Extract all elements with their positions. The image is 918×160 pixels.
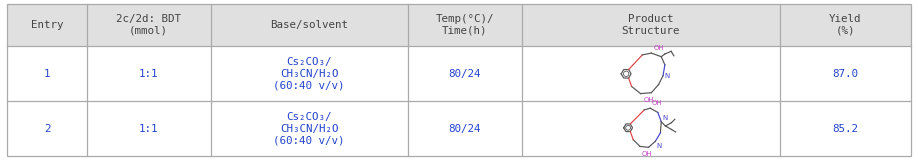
- Text: 1:1: 1:1: [139, 124, 159, 134]
- Text: 85.2: 85.2: [832, 124, 858, 134]
- Text: Entry: Entry: [31, 20, 63, 30]
- Text: 87.0: 87.0: [832, 69, 858, 79]
- Text: OH: OH: [644, 97, 655, 103]
- Text: Temp(°C)/
Time(h): Temp(°C)/ Time(h): [436, 14, 494, 36]
- Text: 1: 1: [44, 69, 50, 79]
- Text: 1:1: 1:1: [139, 69, 159, 79]
- Text: N: N: [656, 143, 662, 149]
- Text: 80/24: 80/24: [449, 69, 481, 79]
- Bar: [7, 101, 911, 156]
- Text: OH: OH: [641, 151, 652, 157]
- Text: N: N: [662, 115, 667, 121]
- Text: OH: OH: [651, 100, 662, 106]
- Text: Product
Structure: Product Structure: [621, 14, 680, 36]
- Text: OH: OH: [654, 45, 664, 51]
- Text: Cs₂CO₃/
CH₃CN/H₂O
(60:40 v/v): Cs₂CO₃/ CH₃CN/H₂O (60:40 v/v): [274, 57, 345, 90]
- Text: 2: 2: [44, 124, 50, 134]
- Bar: [7, 46, 911, 101]
- Bar: [7, 4, 911, 46]
- Text: Yield
(%): Yield (%): [829, 14, 861, 36]
- Text: 80/24: 80/24: [449, 124, 481, 134]
- Text: N: N: [664, 73, 669, 79]
- Text: Base/solvent: Base/solvent: [270, 20, 348, 30]
- Text: 2c/2d: BDT
(mmol): 2c/2d: BDT (mmol): [117, 14, 181, 36]
- Text: Cs₂CO₃/
CH₃CN/H₂O
(60:40 v/v): Cs₂CO₃/ CH₃CN/H₂O (60:40 v/v): [274, 112, 345, 145]
